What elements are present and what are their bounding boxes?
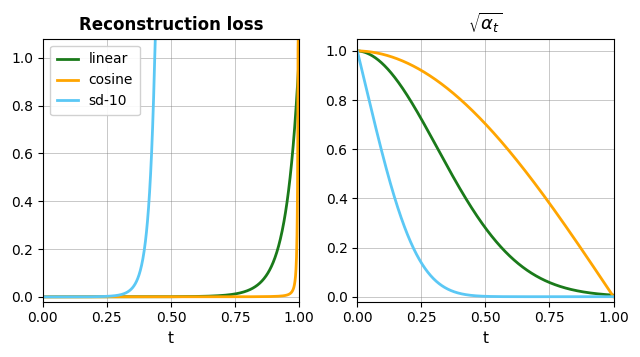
cosine — [215, 295, 223, 299]
Line: cosine: cosine — [43, 34, 299, 297]
linear — [243, 288, 251, 293]
X-axis label: t: t — [168, 331, 174, 346]
cosine — [243, 295, 251, 299]
sd-10 — [152, 32, 160, 36]
linear — [65, 295, 73, 299]
cosine — [39, 295, 47, 299]
Line: linear: linear — [43, 58, 299, 297]
cosine — [239, 295, 246, 299]
linear — [295, 56, 303, 60]
linear — [39, 295, 47, 299]
sd-10 — [65, 295, 73, 299]
cosine — [143, 295, 150, 299]
cosine — [294, 32, 302, 36]
sd-10 — [295, 32, 303, 36]
sd-10 — [244, 32, 252, 36]
linear — [215, 293, 223, 298]
linear — [152, 295, 159, 299]
linear — [143, 295, 150, 299]
Line: sd-10: sd-10 — [43, 34, 299, 297]
cosine — [65, 295, 73, 299]
X-axis label: t: t — [483, 331, 488, 346]
sd-10 — [143, 230, 150, 234]
sd-10 — [39, 295, 47, 299]
linear — [239, 290, 246, 295]
sd-10 — [215, 32, 223, 36]
cosine — [152, 295, 159, 299]
Legend: linear, cosine, sd-10: linear, cosine, sd-10 — [50, 45, 140, 115]
cosine — [295, 32, 303, 36]
Title: $\sqrt{\alpha_t}$: $\sqrt{\alpha_t}$ — [468, 11, 502, 35]
sd-10 — [152, 32, 159, 36]
Title: Reconstruction loss: Reconstruction loss — [79, 16, 263, 34]
sd-10 — [239, 32, 247, 36]
